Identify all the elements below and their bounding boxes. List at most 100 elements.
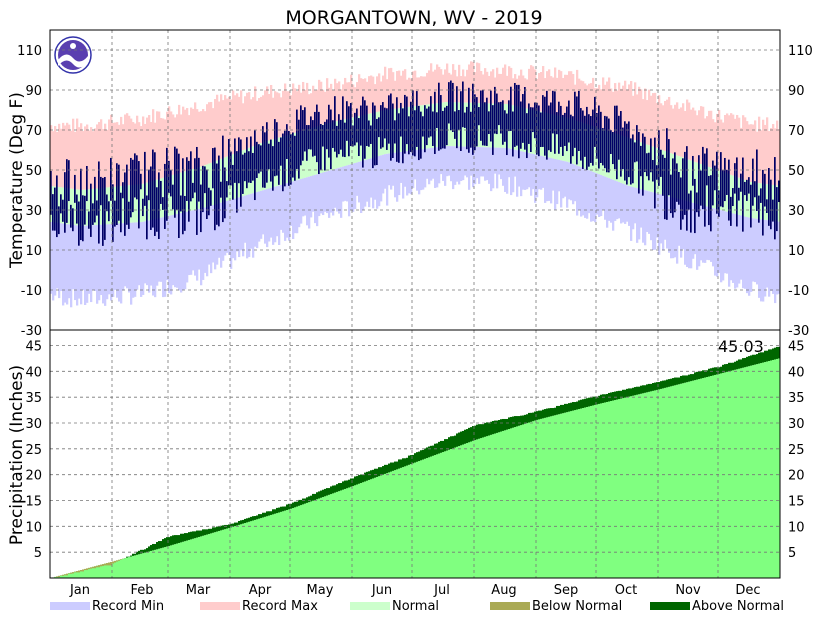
record-max-bar xyxy=(96,124,99,189)
normal-precip-bar xyxy=(176,543,179,578)
record-max-bar xyxy=(570,71,573,119)
normal-precip-bar xyxy=(346,488,349,578)
normal-precip-bar xyxy=(290,508,293,578)
normal-precip-bar xyxy=(76,571,79,578)
observed-bar xyxy=(344,122,346,158)
record-max-bar xyxy=(540,72,543,112)
normal-precip-bar xyxy=(372,478,375,578)
above-normal-bar xyxy=(394,461,397,471)
normal-bar xyxy=(88,189,91,226)
normal-precip-bar xyxy=(690,381,693,578)
record-max-bar xyxy=(492,69,495,104)
observed-bar xyxy=(214,147,216,231)
normal-precip-bar xyxy=(274,513,277,578)
observed-bar xyxy=(728,159,730,221)
below-normal-bar xyxy=(110,562,113,566)
record-min-bar xyxy=(58,223,61,299)
normal-precip-bar xyxy=(316,499,319,578)
record-min-bar xyxy=(530,153,533,196)
observed-bar xyxy=(110,157,112,201)
normal-precip-bar xyxy=(642,393,645,578)
observed-bar xyxy=(210,190,212,206)
record-min-bar xyxy=(94,225,97,291)
normal-precip-bar xyxy=(678,384,681,578)
observed-bar xyxy=(384,107,386,139)
record-max-bar xyxy=(120,116,123,187)
temp-tick-left: 90 xyxy=(25,84,42,99)
record-max-bar xyxy=(432,71,435,104)
normal-precip-bar xyxy=(528,422,531,578)
above-normal-bar xyxy=(496,420,499,433)
observed-bar xyxy=(322,125,324,147)
normal-precip-bar xyxy=(168,545,171,578)
record-max-bar xyxy=(64,125,67,188)
record-min-bar xyxy=(162,217,165,298)
normal-precip-bar xyxy=(402,467,405,578)
record-min-bar xyxy=(320,173,323,214)
record-max-bar xyxy=(526,79,529,109)
observed-bar xyxy=(338,114,340,155)
above-normal-bar xyxy=(362,474,365,483)
record-max-bar xyxy=(400,75,403,108)
record-max-bar xyxy=(666,99,669,152)
observed-bar xyxy=(554,91,556,154)
above-normal-bar xyxy=(766,350,769,362)
record-max-bar xyxy=(446,63,449,103)
temp-tick-left: -10 xyxy=(21,284,42,299)
record-max-bar xyxy=(702,106,705,165)
above-normal-bar xyxy=(474,425,477,441)
normal-precip-bar xyxy=(508,429,511,578)
record-max-bar xyxy=(672,108,675,154)
observed-bar xyxy=(72,208,74,232)
normal-precip-bar xyxy=(740,368,743,578)
record-min-bar xyxy=(206,206,209,277)
record-max-bar xyxy=(212,108,215,163)
grid xyxy=(49,30,780,578)
above-normal-bar xyxy=(312,493,315,501)
record-max-bar xyxy=(580,80,583,123)
above-normal-bar xyxy=(478,424,481,439)
record-max-bar xyxy=(230,99,233,155)
above-normal-bar xyxy=(724,364,727,373)
record-max-bar xyxy=(86,124,89,190)
normal-precip-bar xyxy=(126,557,129,578)
normal-precip-bar xyxy=(460,445,463,578)
record-max-bar xyxy=(712,119,715,169)
normal-precip-bar xyxy=(224,529,227,578)
record-max-bar xyxy=(532,66,535,110)
record-max-bar xyxy=(196,109,199,168)
normal-bar xyxy=(498,103,501,148)
record-min-bar xyxy=(298,179,301,228)
above-normal-bar xyxy=(704,370,707,378)
normal-precip-bar xyxy=(488,435,491,578)
observed-bar xyxy=(420,111,422,159)
observed-bar xyxy=(206,169,208,220)
record-max-bar xyxy=(724,115,727,173)
record-min-bar xyxy=(358,161,361,203)
above-normal-bar xyxy=(268,511,271,516)
temp-tick-left: 70 xyxy=(25,124,42,139)
record-min-bar xyxy=(216,203,219,265)
record-min-bar xyxy=(576,165,579,216)
record-max-bar xyxy=(290,95,293,134)
record-min-bar xyxy=(134,222,137,297)
observed-bar xyxy=(54,187,56,231)
record-min-bar xyxy=(118,223,121,302)
record-max-bar xyxy=(228,96,231,156)
normal-precip-bar xyxy=(556,414,559,578)
observed-bar xyxy=(356,108,358,143)
record-min-bar xyxy=(426,148,429,179)
record-max-bar xyxy=(172,114,175,175)
normal-precip-bar xyxy=(724,372,727,578)
record-min-bar xyxy=(364,160,367,207)
record-min-bar xyxy=(232,199,235,259)
normal-precip-bar xyxy=(546,417,549,578)
month-label: Aug xyxy=(491,583,516,598)
record-min-bar xyxy=(252,193,255,258)
record-min-bar xyxy=(722,210,725,281)
record-max-bar xyxy=(690,109,693,161)
record-min-bar xyxy=(398,152,401,196)
normal-precip-bar xyxy=(292,508,295,578)
above-normal-bar xyxy=(672,378,675,386)
record-max-bar xyxy=(380,81,383,112)
